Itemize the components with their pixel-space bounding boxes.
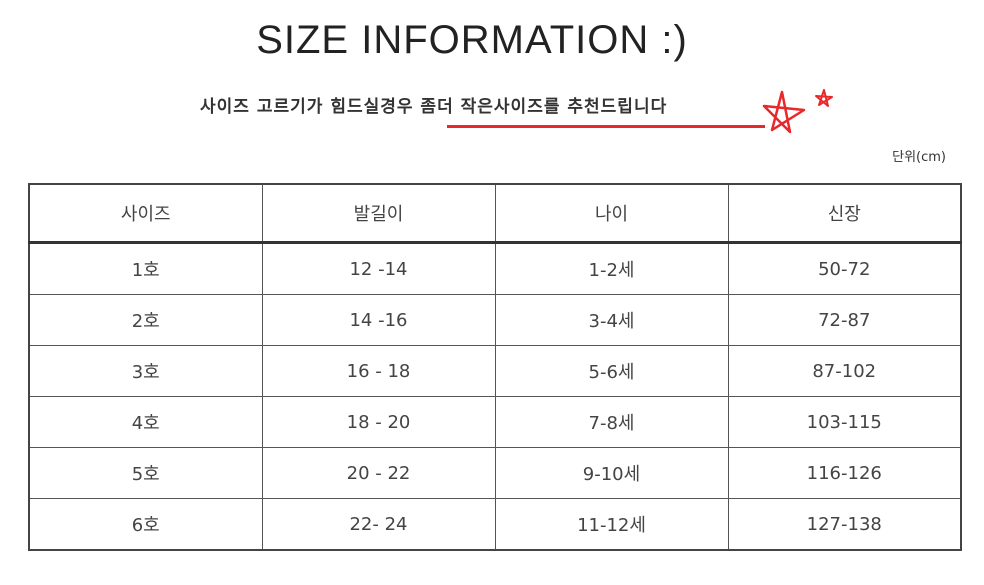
header-foot-length: 발길이 xyxy=(261,183,496,244)
table-row: 4호 18 - 20 7-8세 103-115 xyxy=(28,396,962,448)
cell-height: 116-126 xyxy=(727,447,962,499)
table-row: 5호 20 - 22 9-10세 116-126 xyxy=(28,447,962,499)
cell-size: 5호 xyxy=(28,447,263,499)
table-row: 1호 12 -14 1-2세 50-72 xyxy=(28,242,962,295)
table-row: 2호 14 -16 3-4세 72-87 xyxy=(28,294,962,346)
header-age: 나이 xyxy=(494,183,729,244)
cell-foot-length: 22- 24 xyxy=(261,498,496,551)
cell-size: 2호 xyxy=(28,294,263,346)
header-size: 사이즈 xyxy=(28,183,263,244)
cell-age: 9-10세 xyxy=(494,447,729,499)
table-header-row: 사이즈 발길이 나이 신장 xyxy=(28,183,962,244)
cell-size: 3호 xyxy=(28,345,263,397)
cell-age: 11-12세 xyxy=(494,498,729,551)
cell-age: 3-4세 xyxy=(494,294,729,346)
cell-size: 1호 xyxy=(28,242,263,295)
cell-height: 103-115 xyxy=(727,396,962,448)
cell-foot-length: 20 - 22 xyxy=(261,447,496,499)
cell-age: 1-2세 xyxy=(494,242,729,295)
star-icon xyxy=(762,89,833,134)
cell-foot-length: 14 -16 xyxy=(261,294,496,346)
cell-age: 7-8세 xyxy=(494,396,729,448)
header-height: 신장 xyxy=(727,183,962,244)
cell-size: 4호 xyxy=(28,396,263,448)
cell-height: 127-138 xyxy=(727,498,962,551)
cell-height: 72-87 xyxy=(727,294,962,346)
table-row: 6호 22- 24 11-12세 127-138 xyxy=(28,498,962,551)
table-row: 3호 16 - 18 5-6세 87-102 xyxy=(28,345,962,397)
size-table: 사이즈 발길이 나이 신장 1호 12 -14 1-2세 50-72 2호 14 -16 3… xyxy=(28,183,962,551)
cell-foot-length: 18 - 20 xyxy=(261,396,496,448)
note-underline xyxy=(447,125,765,128)
unit-label: 단위(cm) xyxy=(892,150,946,165)
cell-foot-length: 12 -14 xyxy=(261,242,496,295)
cell-height: 50-72 xyxy=(727,242,962,295)
size-recommendation-note: 사이즈 고르기가 힘드실경우 좀더 작은사이즈를 추천드립니다 xyxy=(200,97,668,117)
cell-size: 6호 xyxy=(28,498,263,551)
cell-height: 87-102 xyxy=(727,345,962,397)
page-title: SIZE INFORMATION :) xyxy=(256,18,688,62)
cell-foot-length: 16 - 18 xyxy=(261,345,496,397)
cell-age: 5-6세 xyxy=(494,345,729,397)
